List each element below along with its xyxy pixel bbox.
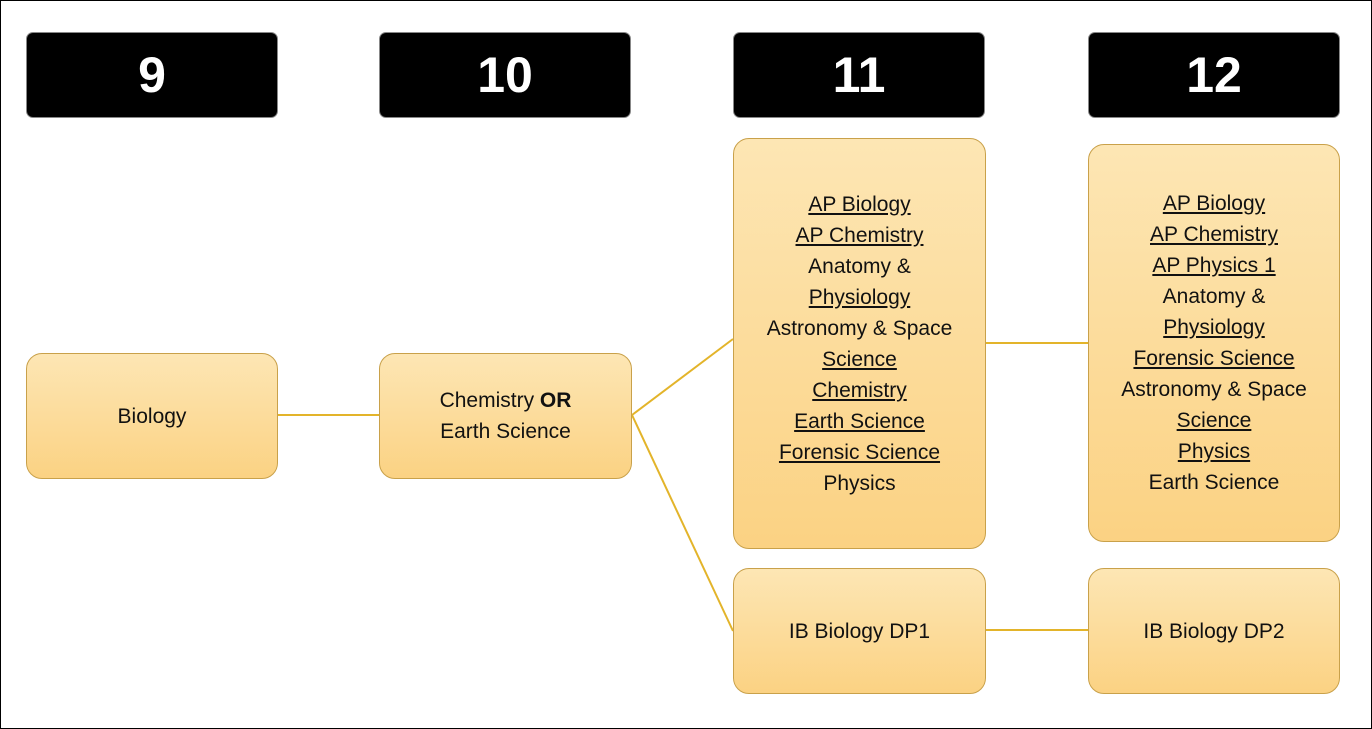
connector: [631, 338, 734, 416]
course-line: Chemistry: [812, 375, 907, 406]
course-line: Chemistry OR: [440, 385, 572, 416]
course-link[interactable]: Physiology: [1163, 316, 1265, 339]
course-box: AP Biology AP Chemistry Anatomy & Physiolog…: [733, 138, 986, 549]
course-text: Earth Science: [440, 420, 571, 443]
course-link[interactable]: Physics: [1177, 440, 1251, 463]
course-link[interactable]: Chemistry: [812, 378, 907, 402]
course-line: Earth Science: [794, 406, 925, 437]
course-link[interactable]: AP Chemistry: [1150, 223, 1278, 246]
course-line: AP Biology: [1163, 188, 1265, 219]
course-link[interactable]: Science: [1176, 409, 1252, 432]
connector: [631, 414, 734, 632]
course-line: Astronomy & Space: [1121, 374, 1307, 405]
course-text: Earth Science: [1148, 471, 1280, 494]
course-box: IB Biology DP1: [733, 568, 986, 694]
grade-header: 9: [26, 32, 278, 118]
course-text: OR: [539, 389, 572, 412]
course-line: Earth Science: [440, 416, 571, 447]
course-box: Biology: [26, 353, 278, 479]
course-text: Chemistry: [439, 389, 540, 412]
course-line: Science: [1177, 405, 1252, 436]
course-line: Science: [822, 344, 897, 375]
course-text: Anatomy &: [808, 254, 911, 278]
course-box: AP Biology AP Chemistry AP Physics 1 Anatom…: [1088, 144, 1340, 542]
course-box: Chemistry OR Earth Science: [379, 353, 632, 479]
course-text: Astronomy & Space: [766, 316, 953, 340]
course-line: AP Physics 1: [1152, 250, 1275, 281]
course-text: Biology: [117, 404, 187, 428]
course-line: Astronomy & Space: [767, 313, 953, 344]
course-line: Physiology: [809, 282, 911, 313]
course-link[interactable]: Science: [822, 347, 897, 371]
course-link[interactable]: Earth Science: [794, 409, 925, 433]
course-link[interactable]: AP Chemistry: [795, 223, 924, 247]
grade-header: 12: [1088, 32, 1340, 118]
course-text: Physics: [823, 471, 896, 495]
course-line: Biology: [118, 401, 187, 432]
course-link[interactable]: AP Biology: [1162, 192, 1266, 215]
course-line: Physics: [1178, 436, 1250, 467]
course-line: Anatomy &: [1163, 281, 1266, 312]
course-line: Forensic Science: [1133, 343, 1294, 374]
grade-header: 11: [733, 32, 985, 118]
course-line: AP Chemistry: [1150, 219, 1278, 250]
course-line: AP Biology: [808, 189, 910, 220]
course-link[interactable]: AP Biology: [808, 192, 911, 216]
course-link[interactable]: Forensic Science: [1133, 347, 1295, 370]
course-box: IB Biology DP2: [1088, 568, 1340, 694]
course-line: AP Chemistry: [796, 220, 924, 251]
grade-header: 10: [379, 32, 631, 118]
course-line: Physiology: [1163, 312, 1265, 343]
course-line: Forensic Science: [779, 437, 940, 468]
course-text: Astronomy & Space: [1121, 378, 1307, 401]
course-link[interactable]: Physiology: [808, 285, 911, 309]
course-line: Physics: [823, 468, 895, 499]
course-link[interactable]: Forensic Science: [778, 440, 941, 464]
course-text: IB Biology DP1: [788, 619, 931, 643]
course-line: Earth Science: [1149, 467, 1280, 498]
course-line: IB Biology DP2: [1143, 616, 1284, 647]
course-line: IB Biology DP1: [789, 616, 930, 647]
course-text: IB Biology DP2: [1143, 619, 1285, 643]
course-link[interactable]: AP Physics 1: [1152, 254, 1276, 277]
course-line: Anatomy &: [808, 251, 911, 282]
course-text: Anatomy &: [1162, 285, 1266, 308]
